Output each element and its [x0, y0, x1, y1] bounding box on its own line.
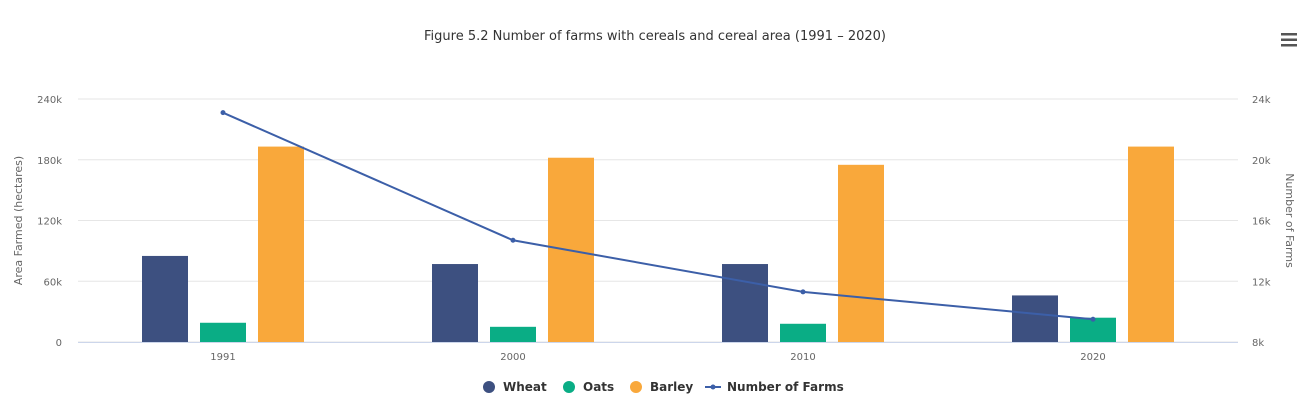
bar-wheat[interactable]	[722, 264, 768, 342]
bar-wheat[interactable]	[142, 255, 188, 342]
bar-wheat[interactable]	[432, 264, 478, 342]
y-tick-left: 120k	[37, 217, 62, 228]
legend-item-oats[interactable]: Oats	[563, 380, 614, 394]
bar-barley[interactable]	[1128, 146, 1174, 342]
bar-wheat[interactable]	[1012, 295, 1058, 342]
y-tick-right: 12k	[1252, 277, 1271, 288]
y-tick-right: 16k	[1252, 217, 1271, 228]
line-number-of-farms[interactable]	[222, 111, 1094, 321]
axes: 0 8k 60k 12k 120k 16k 180k 20k 240k 24k 1991 2000 20…	[37, 95, 1271, 363]
legend-line-marker	[710, 384, 716, 390]
line-series	[220, 110, 1096, 322]
y-tick-left: 60k	[43, 277, 62, 288]
chart-title: Figure 5.2 Number of farms with cereals …	[424, 29, 886, 44]
legend-item-wheat[interactable]: Wheat	[483, 380, 547, 394]
legend-label: Oats	[583, 380, 614, 394]
y-axis-title-left: Area Farmed (hectares)	[12, 156, 25, 285]
x-tick-label: 2010	[790, 352, 815, 363]
x-tick-label: 1991	[210, 352, 235, 363]
legend: Wheat Oats Barley Number of Farms	[483, 380, 844, 394]
legend-symbol	[483, 381, 495, 393]
legend-symbol	[630, 381, 642, 393]
bar-oats[interactable]	[1070, 317, 1116, 342]
y-tick-right: 20k	[1252, 156, 1271, 167]
line-point[interactable]	[800, 289, 806, 295]
x-tick-label: 2020	[1080, 352, 1105, 363]
grid-lines	[78, 98, 1238, 343]
bar-series	[142, 146, 1174, 342]
legend-item-number-of-farms[interactable]: Number of Farms	[705, 380, 844, 394]
y-axis-title-right: Number of Farms	[1283, 173, 1296, 268]
y-tick-left: 180k	[37, 156, 62, 167]
y-tick-right: 8k	[1252, 338, 1264, 349]
line-point[interactable]	[1090, 316, 1096, 322]
bar-oats[interactable]	[780, 323, 826, 342]
legend-symbol	[563, 381, 575, 393]
legend-label: Number of Farms	[727, 380, 844, 394]
y-tick-left: 0	[56, 338, 62, 349]
legend-label: Wheat	[503, 380, 547, 394]
line-point[interactable]	[220, 110, 226, 116]
legend-item-barley[interactable]: Barley	[630, 380, 693, 394]
y-tick-right: 24k	[1252, 95, 1271, 106]
bar-barley[interactable]	[258, 146, 304, 342]
hamburger-menu-icon[interactable]	[1270, 26, 1300, 52]
x-tick-label: 2000	[500, 352, 525, 363]
bar-barley[interactable]	[838, 164, 884, 342]
line-point[interactable]	[510, 237, 516, 243]
bar-oats[interactable]	[200, 322, 246, 342]
legend-label: Barley	[650, 380, 693, 394]
y-tick-left: 240k	[37, 95, 62, 106]
bar-oats[interactable]	[490, 326, 536, 342]
